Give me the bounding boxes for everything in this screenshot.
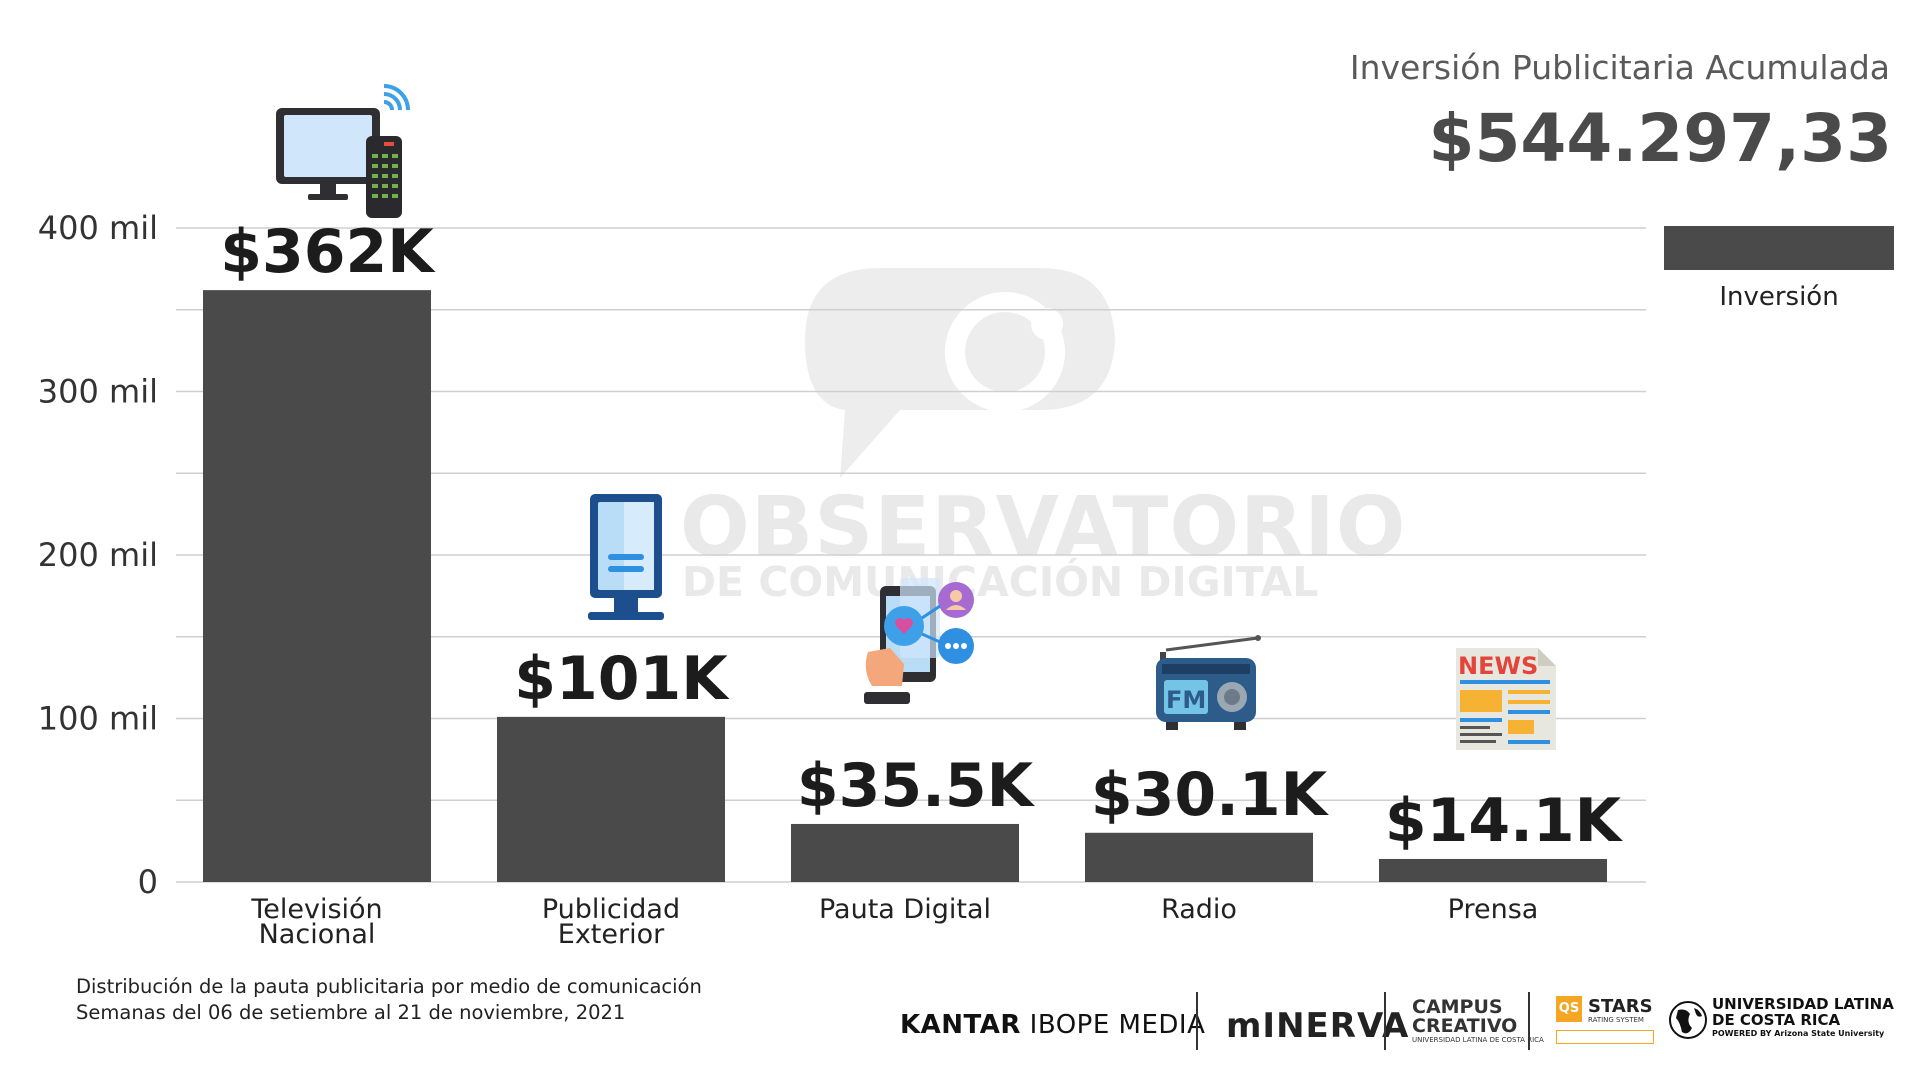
bars	[203, 290, 1607, 882]
minerva-logo: mINERVA	[1226, 1006, 1410, 1046]
x-tick-label: Exterior	[558, 919, 665, 950]
tv-remote-icon	[276, 84, 410, 218]
bar	[1085, 832, 1313, 882]
billboard-icon	[588, 494, 664, 620]
x-tick-label: Publicidad	[542, 894, 680, 925]
campus-line-2: CREATIVO	[1412, 1015, 1518, 1037]
watermark-subtitle: DE COMUNICACIÓN DIGITAL	[682, 558, 1319, 606]
watermark-title: OBSERVATORIO	[680, 480, 1407, 575]
logo-divider	[1384, 992, 1386, 1050]
svg-text:NEWS: NEWS	[1458, 652, 1538, 680]
x-tick-label: Prensa	[1448, 894, 1539, 925]
radio-icon: FM	[1156, 635, 1261, 730]
bar	[791, 823, 1019, 882]
qs-rating-stars	[1556, 1030, 1654, 1044]
footnote: Distribución de la pauta publicitaria po…	[76, 974, 702, 1026]
smartphone-social-icon	[864, 578, 974, 704]
logo-divider	[1196, 992, 1198, 1050]
chart-title: Inversión Publicitaria Acumulada	[1349, 48, 1890, 87]
total-investment: $544.297,33	[1428, 100, 1892, 177]
bar	[497, 716, 725, 882]
bar-data-label: $101K	[514, 644, 730, 714]
logo-divider	[1528, 992, 1530, 1050]
bar-data-label: $362K	[220, 217, 436, 287]
footnote-line-1: Distribución de la pauta publicitaria po…	[76, 975, 702, 998]
footnote-line-2: Semanas del 06 de setiembre al 21 de nov…	[76, 1001, 626, 1024]
y-tick-label: 200 mil	[38, 536, 158, 574]
y-tick-label: 400 mil	[38, 209, 158, 247]
kantar-rest: IBOPE MEDIA	[1020, 1010, 1206, 1040]
x-tick-label: Nacional	[259, 919, 376, 950]
bar	[203, 290, 431, 882]
x-tick-label: Televisión	[250, 894, 382, 925]
ulatina-line-1: UNIVERSIDAD LATINA	[1712, 995, 1894, 1013]
campus-line-1: CAMPUS	[1412, 996, 1503, 1018]
y-axis-ticks: 0 100 mil 200 mil 300 mil 400 mil	[38, 209, 158, 901]
data-labels: $362K $101K $35.5K $30.1K $14.1K	[220, 217, 1623, 856]
kantar-bold: KANTAR	[900, 1010, 1021, 1040]
x-tick-label: Radio	[1161, 894, 1237, 925]
ulatina-small: POWERED BY Arizona State University	[1712, 1029, 1885, 1038]
y-tick-label: 100 mil	[38, 700, 158, 738]
newspaper-icon: NEWS	[1456, 648, 1556, 750]
legend-label: Inversión	[1719, 282, 1839, 312]
legend-swatch	[1664, 226, 1894, 270]
bar-data-label: $35.5K	[797, 751, 1036, 821]
qs-badge: QS	[1556, 996, 1582, 1022]
campus-small: UNIVERSIDAD LATINA DE COSTA RICA	[1412, 1036, 1544, 1044]
ulatina-text: UNIVERSIDAD LATINA DE COSTA RICA POWERED…	[1712, 996, 1894, 1040]
ulatina-logo: UNIVERSIDAD LATINA DE COSTA RICA POWERED…	[1668, 994, 1894, 1048]
bar-data-label: $30.1K	[1091, 760, 1330, 830]
qs-stars-logo: QS STARS RATING SYSTEM	[1556, 996, 1654, 1044]
x-tick-label: Pauta Digital	[819, 894, 991, 925]
y-tick-label: 300 mil	[38, 373, 158, 411]
bar-data-label: $14.1K	[1385, 786, 1624, 856]
globe-icon	[1669, 1001, 1707, 1039]
ulatina-line-2: DE COSTA RICA	[1712, 1011, 1841, 1029]
qs-sub-text: RATING SYSTEM	[1588, 1016, 1644, 1024]
qs-stars-text: STARS	[1588, 996, 1653, 1017]
kantar-ibope-logo: KANTAR IBOPE MEDIA	[900, 1010, 1205, 1040]
campus-creativo-logo: CAMPUS CREATIVO UNIVERSIDAD LATINA DE CO…	[1412, 996, 1544, 1045]
svg-text:FM: FM	[1166, 686, 1206, 714]
bar	[1379, 858, 1607, 882]
y-tick-label: 0	[138, 863, 158, 901]
